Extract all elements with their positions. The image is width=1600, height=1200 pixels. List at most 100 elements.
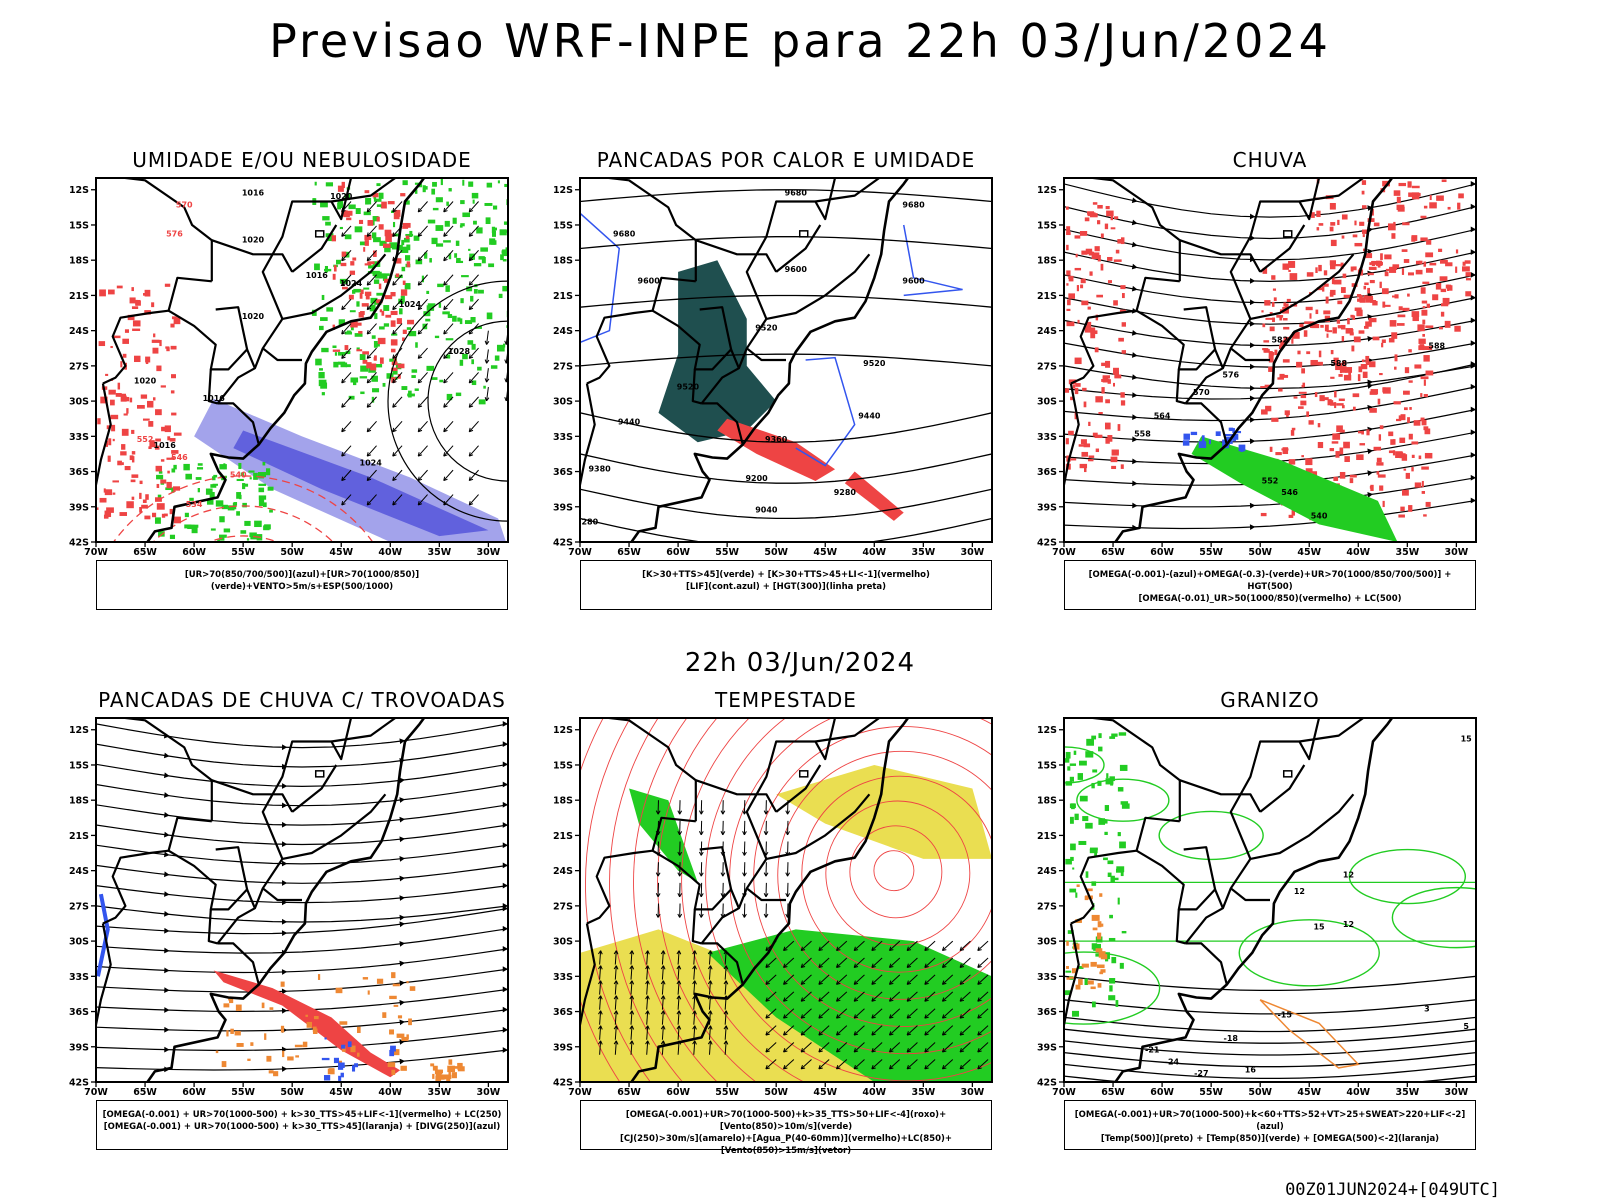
lon-tick-label: 40W	[1346, 547, 1370, 558]
lat-tick-label: 33S	[69, 972, 89, 983]
lat-tick-label: 12S	[553, 185, 573, 196]
contour-label: 9600	[638, 277, 661, 286]
lat-tick-label: 36S	[1037, 467, 1057, 478]
lat-tick-label: 12S	[69, 185, 89, 196]
lon-tick-label: 70W	[1052, 1087, 1076, 1098]
panel-title: UMIDADE E/OU NEBULOSIDADE	[132, 148, 472, 172]
lat-tick-label: 27S	[69, 901, 89, 912]
lat-tick-label: 18S	[553, 256, 573, 267]
lon-tick-label: 30W	[1445, 547, 1469, 558]
lon-tick-label: 70W	[84, 547, 108, 558]
lon-tick-label: 30W	[961, 1087, 985, 1098]
lat-tick-label: 21S	[553, 291, 573, 302]
lat-tick-label: 42S	[553, 538, 573, 549]
map-plot: 15 12 12 12 15 -15 -18 -21 -24 -27 16 5 3 12S 15S 18S 21…	[1037, 717, 1477, 1098]
lat-tick-label: 24S	[1037, 866, 1057, 877]
lat-tick-label: 33S	[1037, 432, 1057, 443]
contour-label: 9520	[863, 359, 886, 368]
lat-tick-label: 27S	[553, 361, 573, 372]
contour-label: 16	[1245, 1066, 1257, 1075]
lon-tick-label: 60W	[182, 1087, 206, 1098]
lon-tick-label: 65W	[617, 1087, 641, 1098]
lon-tick-label: 45W	[813, 1087, 837, 1098]
lon-tick-label: 35W	[1395, 1087, 1419, 1098]
lon-tick-label: 70W	[84, 1087, 108, 1098]
contour-label: 5	[1463, 1022, 1469, 1031]
contour-label: 540	[230, 470, 247, 479]
legend-line: [K>30+TTS>45](verde) + [K>30+TTS>45+LI<-…	[642, 570, 930, 580]
contour-label: 12	[1343, 920, 1354, 929]
legend-line: [LIF](cont.azul) + [HGT(300)](linha pret…	[685, 582, 887, 592]
legend-line: [Temp(500)](preto) + [Temp(850)](verde) …	[1100, 1134, 1440, 1144]
lat-tick-label: 21S	[1037, 831, 1057, 842]
lon-tick-label: 60W	[1150, 1087, 1174, 1098]
lon-tick-label: 40W	[378, 1087, 402, 1098]
lon-tick-label: 50W	[1248, 1087, 1272, 1098]
lat-tick-label: 18S	[1037, 796, 1057, 807]
lon-tick-label: 30W	[477, 547, 501, 558]
lat-tick-label: 27S	[553, 901, 573, 912]
lat-tick-label: 15S	[69, 220, 89, 231]
lon-tick-label: 60W	[1150, 547, 1174, 558]
contour-label: 12	[1343, 871, 1354, 880]
panel-title: PANCADAS POR CALOR E UMIDADE	[596, 148, 976, 172]
lat-tick-label: 39S	[553, 1042, 573, 1053]
legend-box: [UR>70(850/700/500)](azul)+[UR>70(1000/8…	[96, 560, 508, 610]
panel-title: CHUVA	[1232, 148, 1308, 172]
lat-tick-label: 36S	[69, 1007, 89, 1018]
lat-tick-label: 18S	[553, 796, 573, 807]
contour-label: 540	[1311, 512, 1328, 521]
lon-tick-label: 70W	[1052, 547, 1076, 558]
lon-tick-label: 40W	[862, 547, 886, 558]
contour-label: 1024	[360, 459, 383, 468]
contour-label: 576	[166, 230, 183, 239]
lon-tick-label: 70W	[568, 547, 592, 558]
lat-tick-label: 12S	[553, 725, 573, 736]
lat-tick-label: 12S	[1037, 725, 1057, 736]
lat-tick-label: 24S	[69, 866, 89, 877]
contour-label: 9040	[755, 506, 778, 515]
contour-label: 1028	[448, 347, 471, 356]
contour-label: 9680	[902, 200, 925, 209]
lat-tick-label: 39S	[553, 502, 573, 513]
lon-tick-label: 40W	[1346, 1087, 1370, 1098]
lon-tick-label: 55W	[715, 547, 739, 558]
map-plot: 1016 1020 1020 1016 1020 1024 1024 1028 1020 1016…	[69, 177, 509, 558]
contour-label: 564	[1154, 412, 1171, 421]
lat-tick-label: 33S	[1037, 972, 1057, 983]
lon-tick-label: 50W	[764, 1087, 788, 1098]
contour-label: -27	[1194, 1069, 1208, 1078]
contour-label: 588	[1330, 359, 1347, 368]
contour-label: 570	[1193, 388, 1210, 397]
legend-line: [OMEGA(-0.001) + UR>70(1000-500) + k>30_…	[103, 1122, 501, 1132]
lat-tick-label: 42S	[69, 1078, 89, 1089]
contour-label: 12	[1294, 887, 1305, 896]
legend-line: [OMEGA(-0.001)+UR>70(1000-500)+k<60+TTS>…	[1074, 1110, 1466, 1132]
lon-tick-label: 45W	[1297, 1087, 1321, 1098]
lat-tick-label: 15S	[1037, 760, 1057, 771]
lat-tick-label: 24S	[553, 326, 573, 337]
lat-tick-label: 21S	[1037, 291, 1057, 302]
lon-tick-label: 65W	[617, 547, 641, 558]
map-plot: 9680 9680 9600 9600 9520 9520 9520 9440 9440 9360…	[553, 177, 993, 558]
contour-label: 582	[1271, 335, 1288, 344]
legend-box: [OMEGA(-0.001)-(azul)+OMEGA(-0.3)-(verde…	[1064, 560, 1476, 610]
contour-label: 9440	[618, 418, 641, 427]
row-title: 22h 03/Jun/2024	[684, 648, 916, 678]
lon-tick-label: 65W	[1101, 1087, 1125, 1098]
contour-label: 1016	[203, 394, 226, 403]
lat-tick-label: 15S	[553, 220, 573, 231]
main-title: Previsao WRF-INPE para 22h 03/Jun/2024	[269, 14, 1331, 68]
contour-label: 1020	[134, 376, 157, 385]
contour-label: 552	[137, 435, 154, 444]
lat-tick-label: 30S	[69, 397, 89, 408]
contour-label: 9200	[745, 474, 768, 483]
lat-tick-label: 21S	[553, 831, 573, 842]
lat-tick-label: 30S	[1037, 397, 1057, 408]
lon-tick-label: 35W	[427, 547, 451, 558]
lon-tick-label: 65W	[133, 547, 157, 558]
lat-tick-label: 30S	[69, 937, 89, 948]
lat-tick-label: 36S	[553, 1007, 573, 1018]
legend-line: [OMEGA(-0.01)_UR>50(1000/850)(vermelho) …	[1138, 594, 1402, 604]
